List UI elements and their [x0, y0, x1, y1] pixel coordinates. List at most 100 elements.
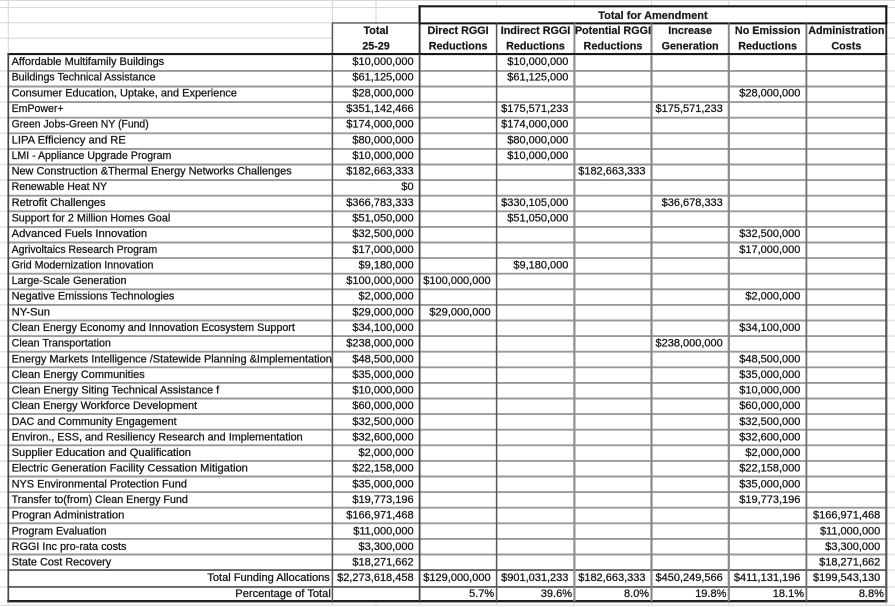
svg-text:Grid Modernization Innovation: Grid Modernization Innovation — [12, 259, 154, 271]
svg-text:Clean Energy Siting Technical: Clean Energy Siting Technical Assistance… — [12, 385, 221, 397]
svg-text:NYS Environmental Protection F: NYS Environmental Protection Fund — [12, 478, 187, 490]
svg-text:$166,971,468: $166,971,468 — [813, 510, 880, 522]
svg-text:Reductions: Reductions — [429, 40, 488, 52]
svg-text:LIPA Efficiency and RE: LIPA Efficiency and RE — [12, 134, 126, 146]
svg-text:Green Jobs-Green NY (Fund): Green Jobs-Green NY (Fund) — [12, 119, 149, 131]
svg-text:8.0%: 8.0% — [624, 588, 649, 600]
svg-text:State Cost Recovery: State Cost Recovery — [12, 557, 112, 569]
svg-text:$29,000,000: $29,000,000 — [352, 306, 413, 318]
svg-text:$22,158,000: $22,158,000 — [352, 463, 413, 475]
svg-text:Increase: Increase — [668, 25, 712, 37]
svg-text:Clean Energy Economy and Innov: Clean Energy Economy and Innovation Ecos… — [12, 322, 295, 334]
svg-text:$18,271,662: $18,271,662 — [819, 557, 880, 569]
svg-text:DAC and Community Engagement: DAC and Community Engagement — [12, 416, 177, 428]
svg-text:$182,663,333: $182,663,333 — [578, 572, 645, 584]
svg-text:Consumer Education, Uptake, an: Consumer Education, Uptake, and Experien… — [12, 87, 237, 99]
svg-text:19.8%: 19.8% — [695, 588, 726, 600]
svg-text:New Construction &Thermal Ener: New Construction &Thermal Energy Network… — [12, 166, 293, 178]
svg-text:$48,500,000: $48,500,000 — [352, 353, 413, 365]
svg-text:$11,000,000: $11,000,000 — [353, 525, 413, 537]
svg-text:25-29: 25-29 — [362, 40, 390, 52]
svg-text:$60,000,000: $60,000,000 — [739, 400, 800, 412]
svg-text:$10,000,000: $10,000,000 — [352, 56, 413, 68]
svg-text:$3,300,000: $3,300,000 — [825, 541, 880, 553]
svg-text:$32,600,000: $32,600,000 — [739, 431, 800, 443]
svg-text:Total Funding Allocations: Total Funding Allocations — [207, 572, 330, 584]
svg-text:Administration: Administration — [808, 25, 884, 37]
svg-text:$901,031,233: $901,031,233 — [501, 572, 568, 584]
svg-text:Total for Amendment: Total for Amendment — [598, 10, 708, 22]
svg-text:Advanced Fuels Innovation: Advanced Fuels Innovation — [12, 228, 148, 240]
svg-text:$34,100,000: $34,100,000 — [352, 322, 413, 334]
svg-text:Reductions: Reductions — [738, 40, 797, 52]
svg-text:$0: $0 — [401, 181, 413, 193]
svg-text:$10,000,000: $10,000,000 — [507, 150, 568, 162]
svg-text:$10,000,000: $10,000,000 — [352, 150, 413, 162]
svg-text:$11,000,000: $11,000,000 — [820, 525, 880, 537]
svg-text:$28,000,000: $28,000,000 — [352, 87, 413, 99]
svg-text:$10,000,000: $10,000,000 — [352, 385, 413, 397]
svg-text:$34,100,000: $34,100,000 — [739, 322, 800, 334]
svg-text:Percentage of Total: Percentage of Total — [235, 588, 331, 600]
svg-text:$182,663,333: $182,663,333 — [578, 166, 645, 178]
svg-text:$174,000,000: $174,000,000 — [346, 119, 413, 131]
svg-text:$35,000,000: $35,000,000 — [352, 478, 413, 490]
svg-text:$80,000,000: $80,000,000 — [507, 134, 568, 146]
svg-text:Reductions: Reductions — [506, 40, 565, 52]
svg-text:Direct RGGI: Direct RGGI — [427, 25, 488, 37]
svg-text:Affordable Multifamily Buildin: Affordable Multifamily Buildings — [12, 56, 165, 68]
svg-text:Support for 2 Million Homes Go: Support for 2 Million Homes Goal — [12, 213, 171, 225]
svg-text:5.7%: 5.7% — [469, 588, 494, 600]
svg-text:$166,971,468: $166,971,468 — [346, 510, 413, 522]
svg-text:$51,050,000: $51,050,000 — [352, 213, 413, 225]
svg-text:$35,000,000: $35,000,000 — [739, 369, 800, 381]
svg-text:$17,000,000: $17,000,000 — [739, 244, 800, 256]
svg-text:18.1%: 18.1% — [773, 588, 804, 600]
svg-text:Negative Emissions Technologie: Negative Emissions Technologies — [12, 291, 175, 303]
svg-text:Transfer to(from) Clean Energy: Transfer to(from) Clean Energy Fund — [12, 494, 188, 506]
svg-text:Generation: Generation — [662, 40, 719, 52]
svg-text:$32,500,000: $32,500,000 — [739, 416, 800, 428]
svg-text:$19,773,196: $19,773,196 — [739, 494, 800, 506]
svg-text:$51,050,000: $51,050,000 — [507, 213, 568, 225]
svg-text:$351,142,466: $351,142,466 — [346, 103, 413, 115]
svg-text:$36,678,333: $36,678,333 — [662, 197, 723, 209]
svg-text:Supplier Education and Qualifi: Supplier Education and Qualification — [12, 447, 191, 459]
svg-text:Agrivoltaics Research Program: Agrivoltaics Research Program — [12, 244, 158, 256]
svg-text:Reductions: Reductions — [584, 40, 643, 52]
svg-text:Buildings Technical Assistance: Buildings Technical Assistance — [12, 72, 156, 84]
svg-text:Environ., ESS, and Resiliency: Environ., ESS, and Resiliency Research a… — [12, 431, 303, 443]
svg-text:$2,273,618,458: $2,273,618,458 — [337, 572, 413, 584]
svg-text:$61,125,000: $61,125,000 — [352, 72, 413, 84]
svg-text:8.8%: 8.8% — [859, 588, 884, 600]
svg-text:$330,105,000: $330,105,000 — [501, 197, 568, 209]
svg-text:Renewable Heat NY: Renewable Heat NY — [12, 181, 108, 193]
svg-text:Potential RGGI: Potential RGGI — [575, 25, 651, 37]
svg-text:$129,000,000: $129,000,000 — [423, 572, 490, 584]
svg-text:$28,000,000: $28,000,000 — [739, 87, 800, 99]
svg-text:$32,600,000: $32,600,000 — [352, 431, 413, 443]
svg-text:$48,500,000: $48,500,000 — [739, 353, 800, 365]
svg-text:$100,000,000: $100,000,000 — [346, 275, 413, 287]
svg-text:$3,300,000: $3,300,000 — [359, 541, 414, 553]
svg-text:$22,158,000: $22,158,000 — [739, 463, 800, 475]
svg-text:$35,000,000: $35,000,000 — [352, 369, 413, 381]
svg-text:$60,000,000: $60,000,000 — [352, 400, 413, 412]
svg-text:NY-Sun: NY-Sun — [12, 306, 51, 318]
svg-text:EmPower+: EmPower+ — [12, 103, 64, 115]
svg-text:$100,000,000: $100,000,000 — [423, 275, 490, 287]
svg-text:$366,783,333: $366,783,333 — [346, 197, 413, 209]
svg-text:$411,131,196: $411,131,196 — [734, 572, 800, 584]
svg-text:No Emission: No Emission — [735, 25, 800, 37]
svg-text:$238,000,000: $238,000,000 — [656, 338, 723, 350]
svg-text:$174,000,000: $174,000,000 — [501, 119, 568, 131]
svg-text:$19,773,196: $19,773,196 — [352, 494, 413, 506]
svg-text:Clean Energy Communities: Clean Energy Communities — [12, 369, 146, 381]
svg-text:$2,000,000: $2,000,000 — [359, 447, 414, 459]
svg-text:RGGI Inc pro-rata costs: RGGI Inc pro-rata costs — [12, 541, 127, 553]
svg-text:$17,000,000: $17,000,000 — [352, 244, 413, 256]
svg-text:Large-Scale Generation: Large-Scale Generation — [12, 275, 127, 287]
svg-text:$32,500,000: $32,500,000 — [352, 228, 413, 240]
svg-text:Retrofit Challenges: Retrofit Challenges — [12, 197, 106, 209]
svg-text:39.6%: 39.6% — [541, 588, 572, 600]
